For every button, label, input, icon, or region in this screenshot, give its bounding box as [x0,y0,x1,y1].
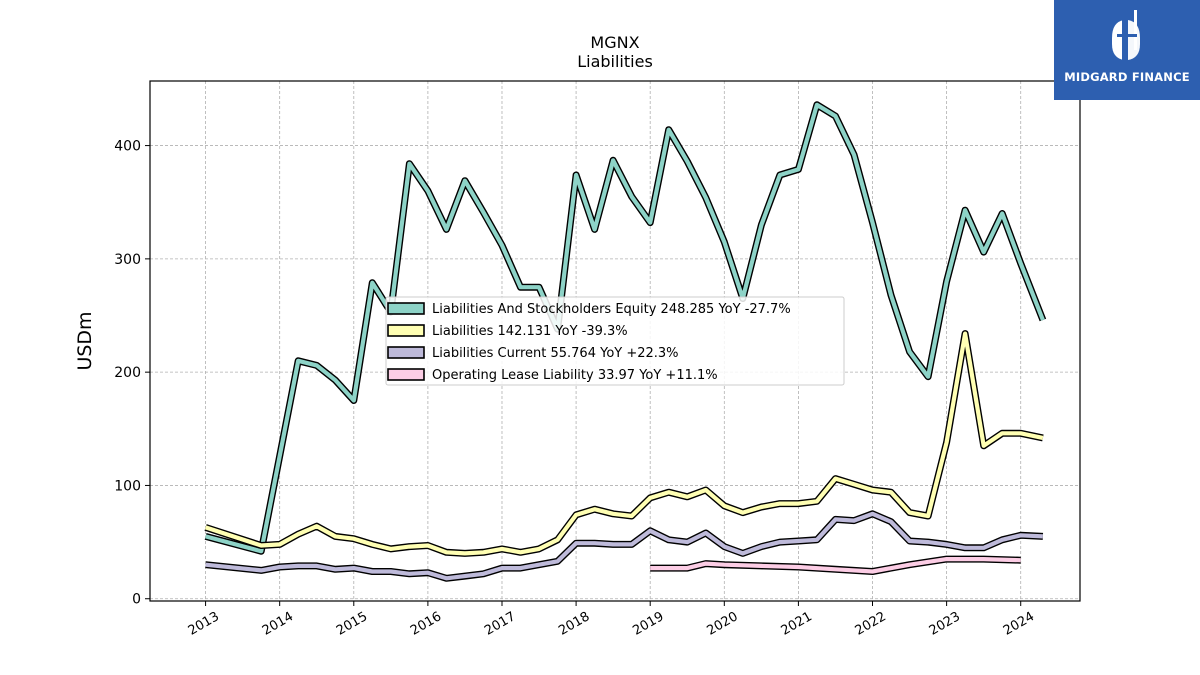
plot-area-frame [149,80,1081,602]
y-tick-label: 400 [114,139,141,155]
legend-frame [385,296,845,386]
legend-swatch [387,368,425,381]
y-tick-label: 200 [114,365,141,381]
y-tick-label: 100 [114,478,141,494]
legend-swatch [387,346,425,359]
series-line [205,511,1044,581]
legend-label: Operating Lease Liability 33.97 YoY +11.… [432,368,718,383]
logo-text: MIDGARD FINANCE [1064,70,1190,84]
logo-mark-icon [1112,10,1140,62]
chart-subtitle: Liabilities [577,52,653,71]
midgard-finance-logo: MIDGARD FINANCE [1054,0,1200,100]
series-line [650,556,1021,574]
legend-label: Liabilities 142.131 YoY -39.3% [432,324,628,339]
series-line [204,331,1044,556]
legend-label: Liabilities And Stockholders Equity 248.… [432,302,791,317]
legend-label: Liabilities Current 55.764 YoY +22.3% [432,346,679,361]
legend-swatch [387,324,425,337]
legend-swatch [387,302,425,315]
y-axis-label: USDm [74,311,96,370]
chart-title: MGNX [590,33,639,52]
y-tick-label: 300 [114,252,141,268]
y-tick-label: 0 [132,592,141,608]
legend: Liabilities And Stockholders Equity 248.… [385,296,845,386]
